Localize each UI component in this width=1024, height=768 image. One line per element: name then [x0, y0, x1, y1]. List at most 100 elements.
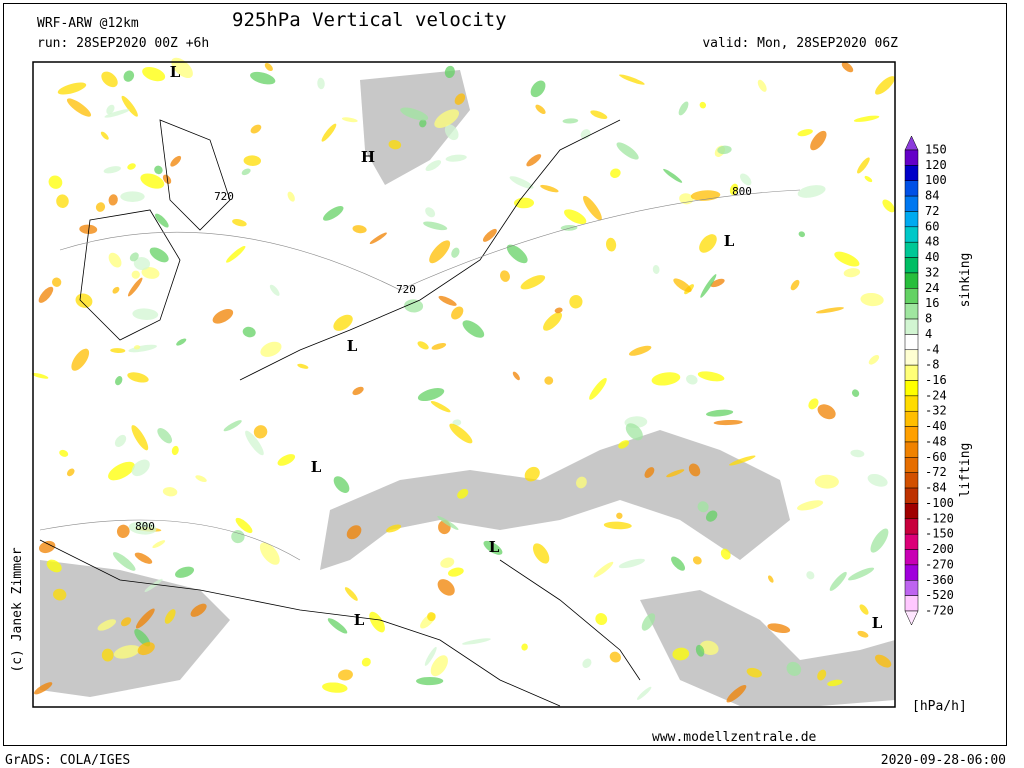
field-patch — [797, 129, 813, 137]
field-patch — [827, 679, 843, 687]
field-patch — [115, 376, 123, 386]
field-patch — [625, 423, 643, 441]
colorbar-box — [904, 564, 919, 581]
colorbar-box — [904, 211, 919, 228]
field-patches — [31, 57, 895, 703]
field-patch — [857, 157, 870, 174]
field-patch — [253, 425, 268, 439]
field-patch — [810, 130, 827, 151]
colorbar-label: 4 — [925, 327, 932, 341]
field-patch — [75, 293, 93, 308]
terrain-scandinavia — [360, 70, 470, 185]
colorbar-label: -720 — [925, 604, 954, 618]
field-patch — [699, 101, 707, 109]
field-patch — [144, 578, 163, 592]
field-patch — [700, 274, 717, 298]
field-patch — [644, 467, 655, 478]
field-patch — [636, 686, 652, 700]
colorbar-label: 72 — [925, 204, 939, 218]
map-label: L — [724, 232, 735, 250]
field-patch — [562, 118, 579, 124]
field-patch — [31, 372, 49, 379]
field-patch — [386, 524, 402, 533]
colorbar-box — [904, 257, 919, 274]
colorbar-label: -84 — [925, 481, 947, 495]
colorbar-box — [904, 226, 919, 243]
field-patch — [806, 571, 815, 580]
field-patch — [850, 449, 865, 458]
field-patch — [829, 571, 847, 591]
field-patch — [170, 155, 182, 167]
field-patch — [241, 168, 251, 176]
field-patch — [512, 371, 520, 381]
field-patch — [101, 648, 114, 662]
colorbar-box — [904, 303, 919, 320]
map-border — [32, 61, 896, 708]
field-patch — [451, 247, 460, 258]
map-label: H — [361, 148, 375, 166]
field-patch — [176, 338, 187, 346]
colorbar-box — [904, 364, 919, 381]
field-patch — [619, 74, 645, 85]
sinking-label: sinking — [958, 253, 973, 308]
field-patch — [710, 278, 725, 288]
field-patch — [162, 487, 178, 497]
field-patch — [729, 455, 756, 466]
field-patch — [323, 206, 344, 221]
field-patch — [106, 104, 115, 115]
field-patch — [808, 398, 819, 410]
field-patch — [697, 371, 725, 382]
field-patch — [235, 517, 253, 534]
field-patch — [131, 425, 149, 451]
map-label: L — [872, 614, 883, 632]
field-patch — [133, 345, 141, 350]
field-patch — [333, 314, 353, 331]
field-patch — [260, 341, 282, 357]
field-patch — [767, 623, 791, 634]
map-label: L — [354, 611, 365, 629]
colorbar-box — [904, 195, 919, 212]
timestamp: 2020-09-28-06:00 — [881, 753, 1006, 768]
field-patch — [699, 640, 719, 655]
field-patch — [790, 279, 800, 291]
field-patch — [423, 221, 448, 231]
colorbar-label: 48 — [925, 235, 939, 249]
colorbar-label: 8 — [925, 312, 932, 326]
field-patch — [609, 651, 621, 663]
field-patch — [864, 175, 873, 183]
colorbar-label: -360 — [925, 573, 954, 587]
field-patch — [419, 119, 427, 128]
field-patch — [149, 247, 169, 263]
map-label: 720 — [214, 190, 234, 203]
colorbar-box — [904, 272, 919, 289]
field-patch — [564, 209, 587, 225]
coast-north — [239, 119, 621, 381]
field-patch — [786, 661, 802, 676]
field-patch — [521, 643, 528, 651]
field-patch — [416, 676, 444, 686]
field-patch — [580, 129, 591, 140]
field-patch — [618, 558, 645, 569]
field-patch — [231, 530, 245, 544]
field-patch — [595, 613, 608, 626]
field-patch — [95, 202, 106, 212]
field-patch — [134, 629, 151, 647]
field-patch — [427, 612, 436, 622]
field-patch — [346, 525, 362, 540]
field-patch — [154, 165, 163, 175]
field-patch — [672, 647, 690, 661]
field-patch — [264, 62, 273, 72]
field-patch — [860, 292, 884, 307]
field-patch — [71, 348, 90, 371]
field-patch — [699, 234, 717, 253]
field-patch — [344, 587, 358, 601]
colorbar-box — [904, 180, 919, 197]
field-patch — [616, 512, 623, 519]
valid-time: valid: Mon, 28SEP2020 06Z — [702, 36, 898, 51]
colorbar-box — [904, 149, 919, 166]
field-patch — [142, 66, 166, 82]
field-patch — [128, 521, 157, 535]
colorbar-label: -150 — [925, 527, 954, 541]
field-patch — [697, 501, 709, 513]
colorbar-label: 40 — [925, 250, 939, 264]
